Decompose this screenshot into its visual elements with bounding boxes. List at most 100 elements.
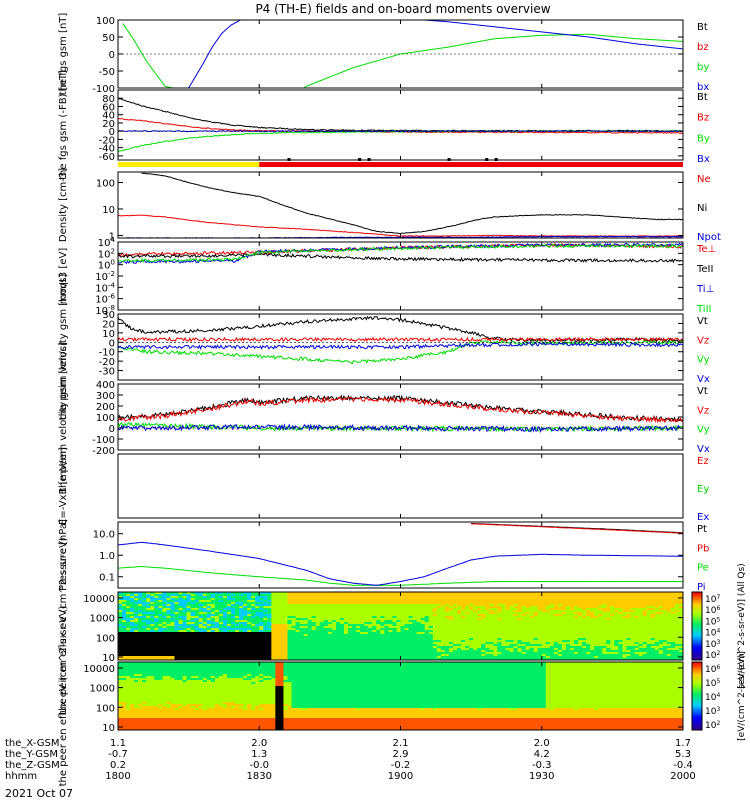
slow-survey-bar <box>118 162 260 167</box>
y-tick-label: 104 <box>98 236 116 249</box>
series-line-3-1 <box>118 252 683 264</box>
y-tick-label: -30 <box>99 367 115 378</box>
ephemeris-value: -0.4 <box>673 760 693 771</box>
colorbar-tick: 106 <box>705 664 720 675</box>
y-tick-label: 1.0 <box>99 551 115 562</box>
ephemeris-value: -0.2 <box>391 760 411 771</box>
y-tick-label: 100 <box>96 413 115 424</box>
colorbar-gradient <box>691 591 703 661</box>
series-line-2-1 <box>141 172 683 235</box>
y-tick-label: 400 <box>96 380 115 391</box>
y-tick-label: 1 <box>109 231 115 242</box>
y-axis-label: Pressure [nPa] <box>58 519 69 591</box>
y-tick-label: 300 <box>96 391 115 402</box>
legend-label: Ex <box>697 512 709 523</box>
colorbar-tick: 102 <box>705 720 720 731</box>
legend-label: Pb <box>697 543 709 554</box>
legend-label: Vt <box>697 386 708 397</box>
y-tick-label: -20 <box>99 357 115 368</box>
panel-0: Bt bz by bx 100 50 0 -50 -100 the fgs gsm [nT] <box>58 13 709 96</box>
panel-8: 10000 1000 100 10 the peir en eflux eV (cm^2… <box>58 537 684 715</box>
ephemeris-value: 2.1 <box>393 738 409 749</box>
colorbar-tick: 107 <box>705 594 720 605</box>
panel-frame <box>117 89 684 161</box>
panel-6: Ez Ey Ex E=-VxB [mV/m] <box>58 447 709 525</box>
legend-label: Ni <box>697 203 707 214</box>
legend-label: TiII <box>696 304 711 315</box>
ephemeris-label: hhmm <box>5 771 37 782</box>
ephemeris-value: 2.9 <box>393 749 409 760</box>
y-tick-label: 1000 <box>90 684 115 695</box>
series-line-4-1 <box>118 336 683 343</box>
legend-label: bz <box>697 42 709 53</box>
y-axis-label: the peem velocity gsm [km/s] <box>58 342 69 492</box>
series-line-1-3 <box>118 130 683 133</box>
y-tick-label: 10 <box>102 723 115 734</box>
legend-label: Vx <box>697 374 710 385</box>
series-line-1-2 <box>118 130 683 153</box>
y-tick-label: -100 <box>92 84 115 95</box>
colorbar-tick: 103 <box>705 706 720 717</box>
panel-frame <box>117 241 684 311</box>
y-axis-label: Density [cm-3] <box>58 168 69 242</box>
y-tick-label: 20 <box>102 119 115 130</box>
legend-label: Bx <box>697 154 710 165</box>
y-tick-label: 10-8 <box>95 304 115 317</box>
legend-label: By <box>697 133 710 144</box>
y-tick-label: 40 <box>102 111 115 122</box>
burst-marker <box>367 158 371 161</box>
series-line-1-0 <box>118 97 683 132</box>
series-line-7-3 <box>118 541 683 586</box>
ephemeris-table: the_X-GSM 1.1 2.0 2.1 2.0 1.7 the_Y-GSM -0.7 1.3… <box>5 738 696 782</box>
series-line-0-3 <box>188 20 683 88</box>
colorbar-tick: 104 <box>705 692 720 703</box>
ephemeris-value: 1800 <box>105 771 130 782</box>
legend-label: TeII <box>696 264 713 275</box>
series-line-2-0 <box>118 214 683 237</box>
y-axis-label: the fgs gsm [nT] <box>58 13 69 96</box>
y-tick-label: 10 <box>102 653 115 664</box>
y-tick-label: 0 <box>109 50 115 61</box>
burst-marker <box>494 158 498 161</box>
y-tick-label: 102 <box>98 247 115 260</box>
y-tick-label: 60 <box>102 102 115 113</box>
colorbar-1: 102 103 104 105 106 [eV/(cm^2-s-sr-eV)] <box>691 651 747 741</box>
legend-label: Pt <box>697 524 707 535</box>
series-line-4-0 <box>118 315 683 343</box>
ephemeris-value: 1900 <box>388 771 413 782</box>
y-tick-label: 10000 <box>83 594 115 605</box>
ephemeris-value: 1.1 <box>110 738 126 749</box>
ephemeris-label: the_X-GSM <box>5 738 59 749</box>
legend-label: Ti⊥ <box>696 284 714 295</box>
colorbar-label: [eV/(cm^2-s-sr-eV)] <box>737 651 747 741</box>
ephemeris-label: the_Z-GSM <box>5 760 60 771</box>
series-line-5-3 <box>118 423 683 434</box>
legend-label: Vz <box>697 335 709 346</box>
ephemeris-value: -0.7 <box>108 749 128 760</box>
legend-label: Te⊥ <box>696 244 716 255</box>
y-tick-label: 10-2 <box>95 270 115 283</box>
ephemeris-value: 1930 <box>529 771 554 782</box>
series-line-7-2 <box>118 565 683 586</box>
panel-2: Ne Ni Npot 100 10 1 Density [cm-3] <box>58 168 721 243</box>
y-tick-label: 10000 <box>83 664 115 675</box>
series-line-4-3 <box>118 341 683 351</box>
y-axis-label: E=-VxB [mV/m] <box>58 447 69 525</box>
y-tick-label: 100 <box>98 259 115 272</box>
legend-label: Pe <box>697 563 709 574</box>
y-tick-label: 100 <box>96 16 115 27</box>
legend-label: Ey <box>697 484 709 495</box>
y-axis-label: the fgs gsm (-FB) [nT] <box>58 70 69 180</box>
y-tick-label: 100 <box>96 179 115 190</box>
ephemeris-value: 5.3 <box>675 749 691 760</box>
colorbar-gradient <box>691 661 703 731</box>
legend-label: Pi <box>697 582 706 593</box>
colorbar-label: [eV/(cm^2-s-sr-eV)] (All Qs) <box>737 563 747 688</box>
ephemeris-label: the_Y-GSM <box>5 749 58 760</box>
panel-frame <box>117 171 684 239</box>
series-line-7-1 <box>471 523 683 534</box>
